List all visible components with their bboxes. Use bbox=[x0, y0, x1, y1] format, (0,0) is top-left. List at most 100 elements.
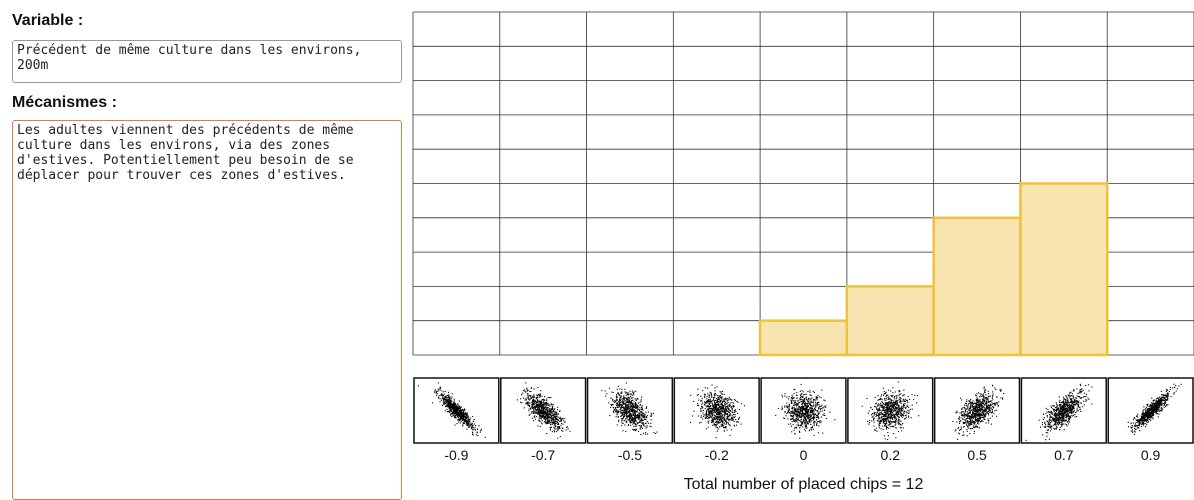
scatter-dot bbox=[632, 390, 633, 391]
scatter-dot bbox=[906, 407, 907, 408]
scatter-dot bbox=[534, 388, 535, 389]
scatter-dot bbox=[707, 400, 708, 401]
scatter-dot bbox=[808, 399, 809, 400]
scatter-dot bbox=[532, 406, 533, 407]
scatter-dot bbox=[812, 410, 813, 411]
scatter-dot bbox=[553, 430, 554, 431]
scatter-dot bbox=[722, 391, 723, 392]
scatter-dot bbox=[808, 416, 809, 417]
scatter-dot bbox=[720, 422, 721, 423]
scatter-dot bbox=[882, 416, 883, 417]
scatter-dot bbox=[795, 414, 796, 415]
scatter-dot bbox=[894, 415, 895, 416]
scatter-dot bbox=[444, 394, 445, 395]
scatter-dot bbox=[459, 408, 460, 409]
scatter-dot bbox=[537, 414, 538, 415]
scatter-dot bbox=[623, 414, 624, 415]
scatter-dot bbox=[808, 412, 809, 413]
scatter-dot bbox=[875, 397, 876, 398]
scatter-dot bbox=[898, 407, 899, 408]
scatter-dot bbox=[793, 412, 794, 413]
scatter-dot bbox=[449, 412, 450, 413]
scatter-dot bbox=[527, 393, 528, 394]
scatter-dot bbox=[957, 412, 958, 413]
scatter-dot bbox=[893, 400, 894, 401]
scatter-dot bbox=[955, 412, 956, 413]
scatter-dot bbox=[898, 404, 899, 405]
scatter-dot bbox=[456, 423, 457, 424]
scatter-dot bbox=[560, 421, 561, 422]
scatter-dot bbox=[804, 406, 805, 407]
scatter-dot bbox=[712, 413, 713, 414]
scatter-dot bbox=[966, 429, 967, 430]
scatter-dot bbox=[639, 407, 640, 408]
scatter-dot bbox=[534, 407, 535, 408]
scatter-dot bbox=[965, 415, 966, 416]
scatter-dot bbox=[448, 394, 449, 395]
scatter-dot bbox=[709, 395, 710, 396]
scatter-dot bbox=[550, 405, 551, 406]
scatter-dot bbox=[629, 401, 630, 402]
scatter-dot bbox=[992, 404, 993, 405]
scatter-dot bbox=[450, 414, 451, 415]
scatter-dot bbox=[461, 414, 462, 415]
scatter-dot bbox=[710, 406, 711, 407]
scatter-dot bbox=[633, 426, 634, 427]
scatter-dot bbox=[903, 409, 904, 410]
scatter-dot bbox=[732, 408, 733, 409]
scatter-dot bbox=[462, 424, 463, 425]
scatter-dot bbox=[716, 394, 717, 395]
scatter-dot bbox=[709, 392, 710, 393]
scatter-dot bbox=[721, 421, 722, 422]
scatter-dot bbox=[814, 408, 815, 409]
scatter-dot bbox=[907, 400, 908, 401]
scatter-dot bbox=[813, 399, 814, 400]
scatter-dot bbox=[879, 409, 880, 410]
scatter-dot bbox=[641, 411, 642, 412]
scatter-dot bbox=[725, 421, 726, 422]
scatter-dot bbox=[971, 428, 972, 429]
scatter-dot bbox=[535, 406, 536, 407]
scatter-dot bbox=[811, 427, 812, 428]
scatter-dot bbox=[889, 423, 890, 424]
scatter-dot bbox=[630, 402, 631, 403]
scatter-dot bbox=[809, 422, 810, 423]
scatter-dot bbox=[616, 412, 617, 413]
scatter-dot bbox=[538, 401, 539, 402]
scatter-dot bbox=[562, 431, 563, 432]
scatter-dot bbox=[964, 423, 965, 424]
scatter-dot bbox=[629, 406, 630, 407]
scatter-dot bbox=[912, 405, 913, 406]
scatter-dot bbox=[968, 428, 969, 429]
scatter-dot bbox=[970, 413, 971, 414]
scatter-dot bbox=[528, 404, 529, 405]
scatter-dot bbox=[708, 406, 709, 407]
scatter-dot bbox=[629, 391, 630, 392]
scatter-dot bbox=[567, 426, 568, 427]
scatter-dot bbox=[807, 422, 808, 423]
scatter-dot bbox=[988, 393, 989, 394]
scatter-dot bbox=[988, 420, 989, 421]
scatter-dot bbox=[956, 422, 957, 423]
scatter-dot bbox=[727, 413, 728, 414]
scatter-dot bbox=[879, 422, 880, 423]
scatter-dot bbox=[988, 413, 989, 414]
scatter-dot bbox=[973, 425, 974, 426]
scatter-dot bbox=[706, 396, 707, 397]
scatter-dot bbox=[534, 415, 535, 416]
scatter-dot bbox=[958, 433, 959, 434]
scatter-dot bbox=[630, 416, 631, 417]
scatter-dot bbox=[460, 422, 461, 423]
scatter-dot bbox=[700, 408, 701, 409]
scatter-dot bbox=[705, 408, 706, 409]
scatter-dot bbox=[809, 398, 810, 399]
scatter-dot bbox=[796, 414, 797, 415]
scatter-dot bbox=[793, 424, 794, 425]
scatter-dot bbox=[816, 417, 817, 418]
scatter-dot bbox=[720, 411, 721, 412]
scatter-dot bbox=[636, 411, 637, 412]
scatter-dot bbox=[883, 421, 884, 422]
scatter-dot bbox=[472, 423, 473, 424]
scatter-dot bbox=[612, 399, 613, 400]
scatter-dot bbox=[965, 418, 966, 419]
